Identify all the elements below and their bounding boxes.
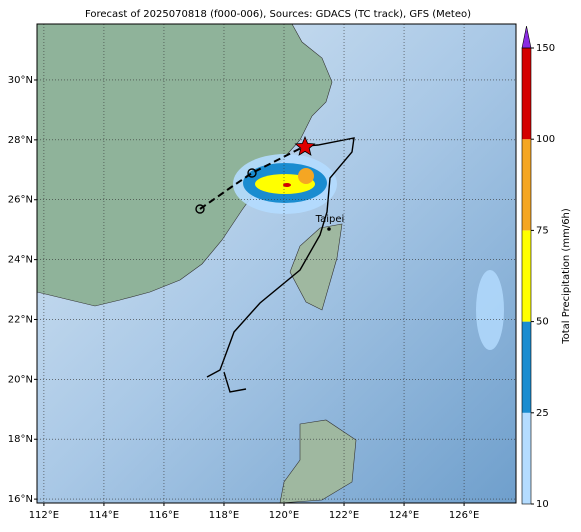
colorbar-tick-label: 150 — [536, 43, 555, 54]
colorbar-segment — [522, 321, 531, 413]
colorbar-label: Total Precipitation (mm/6h) — [561, 208, 572, 345]
grid — [37, 24, 516, 503]
y-tick-label: 16°N — [8, 494, 33, 505]
colorbar-segment — [522, 48, 531, 140]
tc-track-past — [206, 137, 355, 393]
precip-light-east — [476, 270, 504, 350]
title: Forecast of 2025070818 (f000-006), Sourc… — [85, 9, 471, 20]
x-tick-label: 114°E — [89, 510, 119, 521]
colorbar: 10 25 50 75 100 150 Total Precipitation (mm/6h… — [521, 25, 572, 510]
y-tick-label: 22°N — [8, 314, 33, 325]
colorbar-tick-label: 25 — [536, 408, 549, 419]
colorbar-tick-label: 100 — [536, 134, 555, 145]
tc-track-forecast — [199, 145, 306, 210]
taiwan — [289, 223, 343, 311]
x-tick-label: 118°E — [209, 510, 239, 521]
y-tick-label: 28°N — [8, 135, 33, 146]
y-tick-label: 24°N — [8, 255, 33, 266]
colorbar-segment — [522, 230, 531, 322]
x-tick-label: 124°E — [389, 510, 419, 521]
x-tick-label: 116°E — [149, 510, 179, 521]
precip-extreme — [283, 183, 291, 187]
forecast-point — [195, 204, 205, 214]
x-tick-label: 112°E — [29, 510, 59, 521]
map-area: Taipei — [37, 24, 516, 503]
precip-very-heavy — [298, 168, 314, 184]
colorbar-segment — [522, 412, 531, 504]
x-tick-label: 122°E — [329, 510, 359, 521]
colorbar-segment — [522, 139, 531, 231]
city-label: Taipei — [315, 214, 345, 225]
city-marker — [327, 227, 331, 231]
y-tick-label: 20°N — [8, 374, 33, 385]
forecast-point — [247, 168, 257, 178]
y-tick-label: 30°N — [8, 75, 33, 86]
colorbar-tick-label: 50 — [536, 317, 549, 328]
map-frame — [36, 23, 517, 504]
colorbar-tick-label: 10 — [536, 499, 549, 510]
tc-current-position — [294, 135, 316, 156]
colorbar-extend — [521, 25, 532, 49]
y-tick-label: 18°N — [8, 434, 33, 445]
colorbar-frame — [521, 47, 532, 505]
axes: 112°E 114°E 116°E 118°E 120°E 122°E 124°E 126°E… — [8, 75, 480, 521]
colorbar-tick-label: 75 — [536, 225, 549, 236]
luzon — [279, 419, 357, 503]
x-tick-label: 120°E — [269, 510, 299, 521]
x-tick-label: 126°E — [449, 510, 479, 521]
y-tick-label: 26°N — [8, 195, 33, 206]
